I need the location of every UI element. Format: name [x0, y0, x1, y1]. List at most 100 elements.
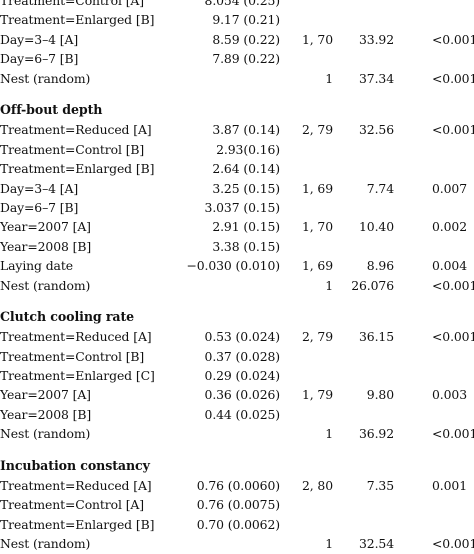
table-row: Treatment=Enlarged [B] 2.64 (0.14) [0, 159, 474, 178]
row-estimate: −0.030 (0.010) [186, 258, 280, 274]
row-label: Laying date [0, 258, 73, 274]
row-df: 2, 79 [301, 329, 333, 345]
row-f-value: 33.92 [359, 31, 394, 47]
row-label: Nest (random) [0, 277, 91, 293]
row-label: Treatment=Enlarged [B] [0, 161, 155, 177]
row-f-value: 32.54 [359, 536, 394, 552]
row-estimate: 2.93(0.16) [216, 141, 280, 157]
row-label: Nest (random) [0, 426, 91, 442]
row-f-value: 9.80 [366, 387, 394, 403]
row-label: Treatment=Control [A] [0, 0, 145, 8]
row-df: 1 [325, 277, 333, 293]
row-estimate: 2.91 (0.15) [212, 219, 280, 235]
table-row: Year=2008 [B] 3.38 (0.15) [0, 237, 474, 256]
table-row: Day=3–4 [A] 3.25 (0.15) 1, 69 7.74 0.007 [0, 179, 474, 198]
row-df: 1, 79 [301, 387, 333, 403]
row-label: Treatment=Reduced [A] [0, 477, 152, 493]
row-label: Nest (random) [0, 70, 91, 86]
row-p-value: 0.002 [432, 219, 467, 235]
row-estimate: 3.87 (0.14) [212, 122, 280, 138]
row-estimate: 8.054 (0.25) [204, 0, 281, 8]
table-row: Treatment=Enlarged [C] 0.29 (0.024) [0, 366, 474, 385]
row-df: 1 [325, 70, 333, 86]
row-label: Year=2008 [B] [0, 406, 92, 422]
table-row: Treatment=Reduced [A] 3.87 (0.14) 2, 79 … [0, 120, 474, 139]
row-p-value: <0.001 [432, 426, 474, 442]
table-row: Day=3–4 [A] 8.59 (0.22) 1, 70 33.92 <0.0… [0, 30, 474, 49]
row-label: Treatment=Enlarged [B] [0, 12, 155, 28]
row-estimate: 9.17 (0.21) [212, 12, 280, 28]
row-label: Year=2007 [A] [0, 219, 91, 235]
row-df: 1, 69 [301, 180, 333, 196]
row-label: Treatment=Control [B] [0, 348, 145, 364]
row-df: 2, 80 [301, 477, 333, 493]
row-p-value: <0.001 [432, 31, 474, 47]
section-title: Incubation constancy [0, 457, 150, 473]
section-heading: Off-bout depth [0, 100, 474, 120]
row-estimate: 0.44 (0.025) [204, 406, 281, 422]
table-row: Day=6–7 [B] 3.037 (0.15) [0, 198, 474, 217]
row-f-value: 10.40 [359, 219, 394, 235]
row-label: Year=2008 [B] [0, 238, 92, 254]
table-row: Treatment=Control [B] 0.37 (0.028) [0, 347, 474, 366]
row-f-value: 26.076 [351, 277, 394, 293]
row-f-value: 36.92 [359, 426, 394, 442]
table-row: Nest (random) 1 26.076 <0.001 [0, 276, 474, 295]
row-estimate: 0.53 (0.024) [204, 329, 281, 345]
row-estimate: 0.76 (0.0060) [196, 477, 280, 493]
section-spacer [0, 88, 474, 100]
row-f-value: 36.15 [359, 329, 394, 345]
row-estimate: 0.29 (0.024) [204, 368, 281, 383]
row-estimate: 3.25 (0.15) [212, 180, 280, 196]
row-label: Treatment=Enlarged [C] [0, 368, 155, 383]
row-p-value: <0.001 [432, 536, 474, 552]
row-p-value: 0.001 [432, 477, 467, 493]
row-label: Day=6–7 [B] [0, 199, 79, 215]
row-p-value: <0.001 [432, 70, 474, 86]
row-df: 1, 70 [301, 219, 333, 235]
row-estimate: 2.64 (0.14) [212, 161, 280, 177]
row-p-value: 0.004 [432, 258, 467, 274]
row-df: 1, 70 [301, 31, 333, 47]
row-label: Treatment=Enlarged [B] [0, 516, 155, 532]
table-row: Day=6–7 [B] 7.89 (0.22) [0, 49, 474, 68]
table-row: Year=2008 [B] 0.44 (0.025) [0, 405, 474, 424]
row-p-value: <0.001 [432, 122, 474, 138]
row-p-value: <0.001 [432, 277, 474, 293]
section-title: Clutch cooling rate [0, 309, 135, 325]
row-label: Treatment=Reduced [A] [0, 329, 152, 345]
row-label: Year=2007 [A] [0, 387, 91, 403]
section-spacer [0, 295, 474, 307]
table-row: Nest (random) 1 37.34 <0.001 [0, 69, 474, 88]
row-estimate: 3.38 (0.15) [212, 238, 280, 254]
table-row: Treatment=Control [B] 2.93(0.16) [0, 140, 474, 159]
row-f-value: 7.74 [366, 180, 394, 196]
table-row: Treatment=Reduced [A] 0.76 (0.0060) 2, 8… [0, 476, 474, 495]
row-f-value: 7.35 [366, 477, 394, 493]
section-heading: Incubation constancy [0, 456, 474, 476]
row-label: Day=3–4 [A] [0, 180, 79, 196]
table-row: Treatment=Control [A] 8.054 (0.25) [0, 0, 474, 10]
table-row: Year=2007 [A] 2.91 (0.15) 1, 70 10.40 0.… [0, 217, 474, 236]
row-label: Day=6–7 [B] [0, 51, 79, 67]
row-df: 2, 79 [301, 122, 333, 138]
table-row: Year=2007 [A] 0.36 (0.026) 1, 79 9.80 0.… [0, 385, 474, 404]
table-row: Treatment=Enlarged [B] 9.17 (0.21) [0, 10, 474, 29]
row-f-value: 8.96 [366, 258, 394, 274]
row-f-value: 37.34 [359, 70, 394, 86]
row-p-value: 0.003 [432, 387, 467, 403]
row-p-value: 0.007 [432, 180, 467, 196]
row-df: 1, 69 [301, 258, 333, 274]
section-title: Off-bout depth [0, 102, 103, 118]
row-label: Day=3–4 [A] [0, 31, 79, 47]
section-spacer [0, 444, 474, 456]
row-df: 1 [325, 426, 333, 442]
row-estimate: 0.70 (0.0062) [196, 516, 280, 532]
table-row: Treatment=Control [A] 0.76 (0.0075) [0, 495, 474, 514]
row-estimate: 0.36 (0.026) [204, 387, 281, 403]
row-label: Treatment=Control [A] [0, 497, 145, 513]
table-row: Nest (random) 1 32.54 <0.001 [0, 534, 474, 553]
row-estimate: 3.037 (0.15) [204, 199, 281, 215]
table-row: Treatment=Reduced [A] 0.53 (0.024) 2, 79… [0, 327, 474, 346]
